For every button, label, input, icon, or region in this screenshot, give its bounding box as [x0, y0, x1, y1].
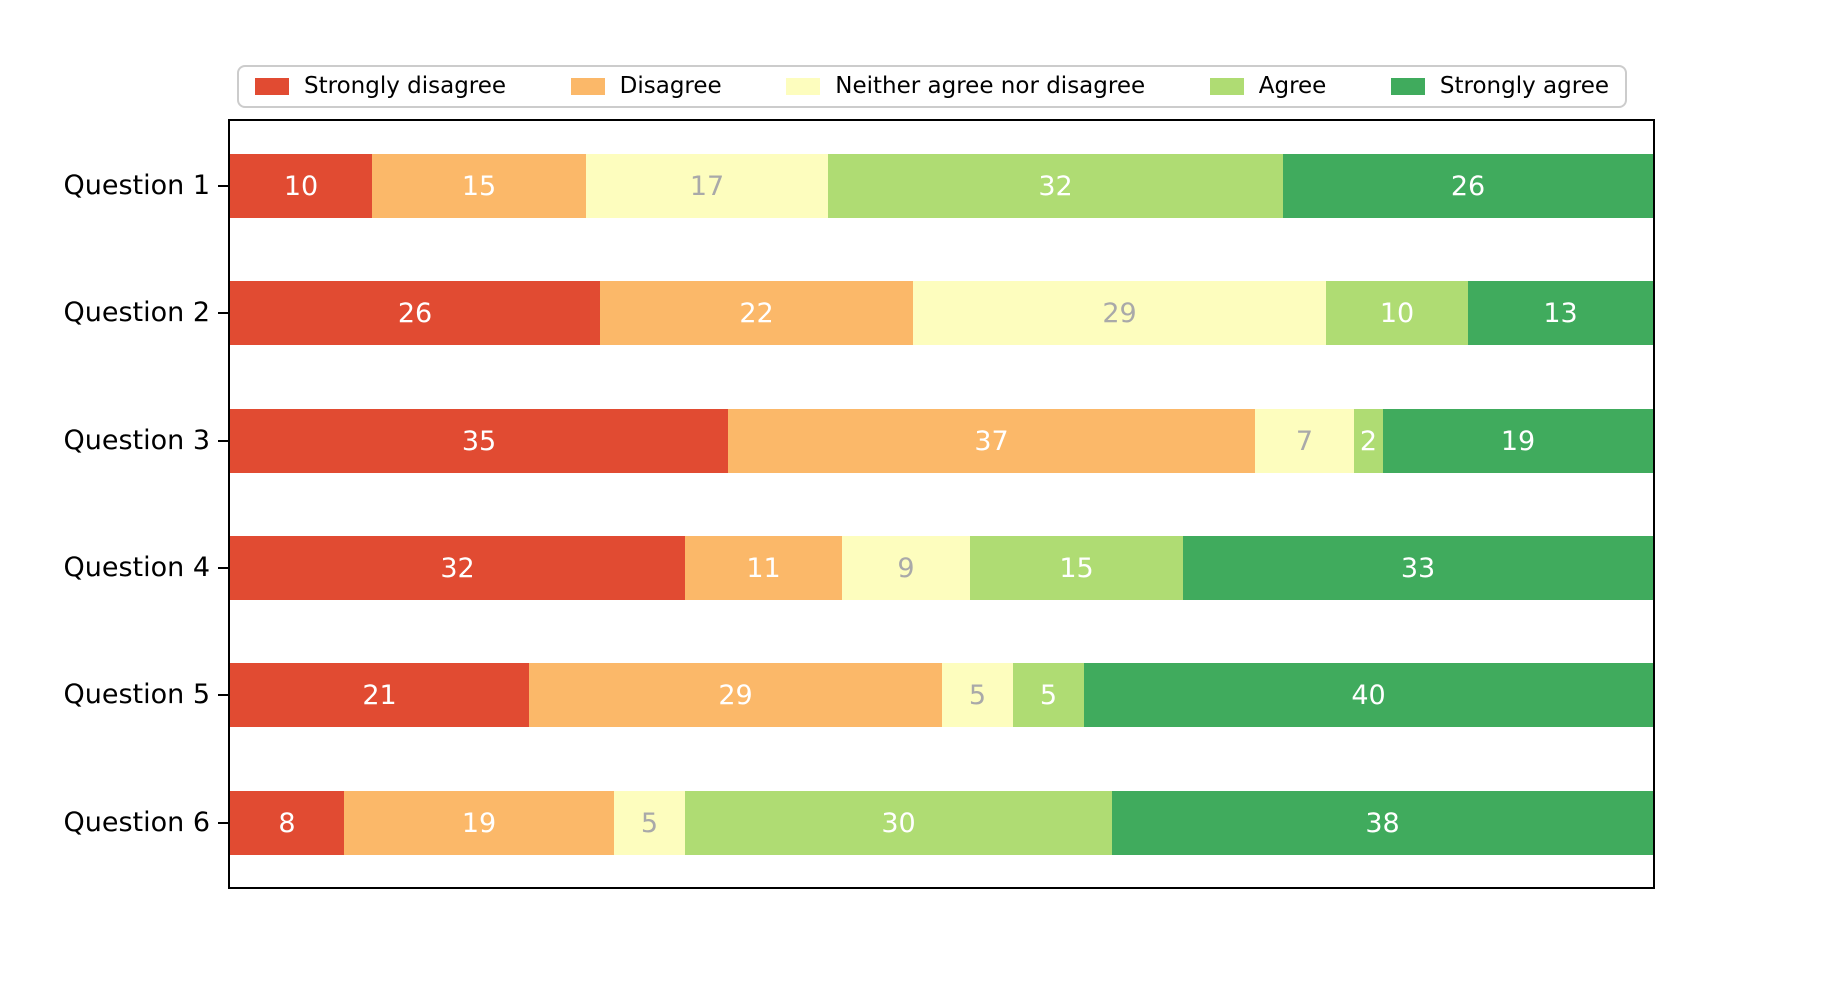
- legend-swatch: [255, 78, 289, 95]
- bar-value-label: 32: [1038, 170, 1073, 202]
- bar-value-label: 33: [1400, 552, 1436, 584]
- bar-segment: 5: [942, 663, 1013, 727]
- y-tick-label: Question 2: [63, 297, 210, 328]
- y-tick-mark: [218, 185, 228, 187]
- bar-value-label: 11: [746, 552, 781, 584]
- bar-value-label: 8: [278, 807, 296, 839]
- bar-segment: 10: [1326, 281, 1468, 345]
- y-tick-label: Question 6: [63, 807, 210, 838]
- bar-value-label: 21: [362, 679, 397, 711]
- y-tick-label: Question 5: [63, 679, 210, 710]
- bar-value-label: 10: [1379, 297, 1415, 329]
- legend-item: Strongly disagree: [255, 75, 506, 98]
- bar-value-label: 15: [461, 170, 497, 202]
- bar-segment: 19: [344, 791, 614, 855]
- bar-segment: 37: [728, 409, 1255, 473]
- bar-segment: 8: [230, 791, 344, 855]
- bar-segment: 38: [1112, 791, 1653, 855]
- bar-value-label: 10: [283, 170, 319, 202]
- y-tick-label: Question 3: [63, 425, 210, 456]
- bar-value-label: 13: [1543, 297, 1578, 329]
- bar-segment: 13: [1468, 281, 1653, 345]
- bar-value-label: 5: [968, 679, 987, 711]
- bar-value-label: 22: [739, 297, 774, 329]
- bar-segment: 35: [230, 409, 728, 473]
- bar-segment: 2: [1354, 409, 1383, 473]
- bar-value-label: 17: [689, 170, 725, 202]
- legend-label: Disagree: [619, 73, 722, 99]
- legend-swatch: [1209, 78, 1244, 95]
- bar-segment: 5: [614, 791, 685, 855]
- bar-segment: 9: [842, 536, 970, 600]
- bar-segment: 30: [685, 791, 1112, 855]
- bar-value-label: 29: [718, 679, 753, 711]
- y-tick-mark: [218, 567, 228, 569]
- bar-value-label: 9: [897, 552, 915, 584]
- bar-segment: 22: [600, 281, 913, 345]
- bar-value-label: 26: [1450, 170, 1486, 202]
- legend-item: Strongly agree: [1390, 73, 1609, 99]
- bar-segment: 5: [1013, 663, 1084, 727]
- bar-value-label: 26: [397, 297, 433, 329]
- legend-swatch: [786, 78, 821, 95]
- bar-segment: 40: [1084, 663, 1653, 727]
- bar-value-label: 15: [1059, 552, 1094, 584]
- bar-segment: 15: [970, 536, 1183, 600]
- legend-item: Neither agree nor disagree: [786, 75, 1145, 98]
- bar-value-label: 37: [974, 425, 1009, 457]
- y-tick-mark: [218, 440, 228, 442]
- bar-segment: 32: [230, 536, 685, 600]
- legend-swatch: [570, 78, 605, 95]
- bar-segment: 26: [1283, 154, 1653, 218]
- bar-segment: 29: [529, 663, 942, 727]
- bar-value-label: 5: [1039, 679, 1058, 711]
- bar-segment: 29: [913, 281, 1326, 345]
- bar-value-label: 29: [1102, 297, 1137, 329]
- bar-value-label: 19: [1500, 425, 1536, 457]
- legend-item: Disagree: [570, 73, 722, 99]
- y-tick-mark: [218, 694, 228, 696]
- bar-segment: 32: [828, 154, 1283, 218]
- bar-segment: 26: [230, 281, 600, 345]
- bar-value-label: 35: [461, 425, 497, 457]
- bar-segment: 17: [586, 154, 828, 218]
- bar-segment: 10: [230, 154, 372, 218]
- bar-value-label: 7: [1295, 425, 1314, 457]
- bar-segment: 21: [230, 663, 529, 727]
- bar-value-label: 38: [1365, 807, 1400, 839]
- legend-item: Agree: [1209, 73, 1327, 99]
- legend-label: Strongly agree: [1439, 73, 1609, 99]
- plot-area: [228, 119, 1655, 889]
- chart-legend: Strongly disagree Disagree Neither agree n…: [237, 65, 1627, 108]
- bar-segment: 7: [1255, 409, 1354, 473]
- bar-value-label: 30: [881, 807, 916, 839]
- bar-value-label: 2: [1359, 425, 1378, 457]
- y-tick-mark: [218, 822, 228, 824]
- legend-label: Agree: [1258, 73, 1327, 99]
- legend-swatch: [1390, 78, 1425, 95]
- y-tick-mark: [218, 312, 228, 314]
- y-tick-label: Question 1: [63, 170, 210, 201]
- bar-value-label: 32: [440, 552, 475, 584]
- y-tick-label: Question 4: [63, 552, 210, 583]
- bar-value-label: 40: [1351, 679, 1386, 711]
- legend-label: Neither agree nor disagree: [835, 73, 1146, 99]
- bar-segment: 15: [372, 154, 586, 218]
- bar-value-label: 5: [640, 807, 659, 839]
- legend-label: Strongly disagree: [304, 73, 507, 99]
- bar-segment: 33: [1183, 536, 1653, 600]
- bar-segment: 19: [1383, 409, 1653, 473]
- bar-segment: 11: [685, 536, 842, 600]
- bar-value-label: 19: [461, 807, 497, 839]
